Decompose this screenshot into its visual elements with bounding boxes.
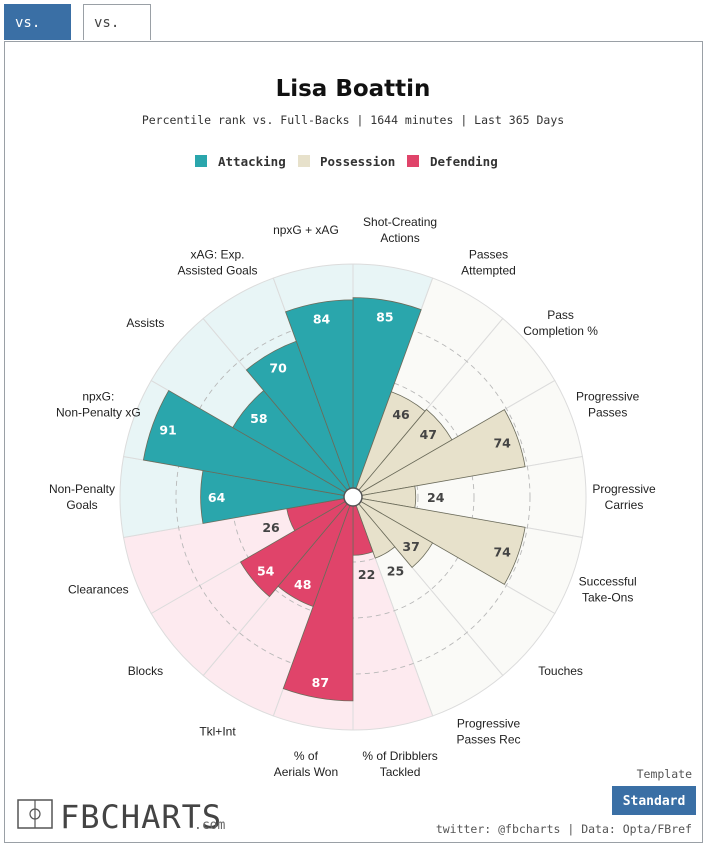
chart-title: Lisa Boattin xyxy=(276,76,431,102)
value-label-17: 84 xyxy=(313,312,331,327)
tab-vs-fb[interactable]: vs. FB xyxy=(4,4,71,67)
value-label-1: 46 xyxy=(392,407,410,422)
legend-possession: Possession xyxy=(320,154,395,169)
standard-button-bg[interactable] xyxy=(612,786,696,815)
value-label-2: 47 xyxy=(420,427,437,442)
value-label-14: 91 xyxy=(159,423,176,438)
value-labels: 85 46 47 74 24 74 37 25 22 87 48 54 26 64 91 58 70 84 xyxy=(159,309,511,690)
chart-subtitle: Percentile rank vs. Full-Backs | 1644 mi… xyxy=(142,113,564,127)
axis-label-3: Progressive Passes xyxy=(576,389,640,419)
value-label-7: 25 xyxy=(387,564,404,579)
legend-swatch-defending xyxy=(407,155,419,167)
grid-circle-75 xyxy=(175,319,531,675)
value-label-11: 54 xyxy=(257,563,275,578)
center-hub xyxy=(343,487,363,507)
brand-name: FBCHARTS xyxy=(60,798,222,836)
axis-label-13: Non-Penalty Goals xyxy=(49,482,115,512)
brand-logo: FBCHARTS .com xyxy=(17,798,225,836)
value-label-10: 48 xyxy=(294,577,311,592)
legend-defending: Defending xyxy=(430,154,498,169)
value-label-9: 87 xyxy=(312,675,329,690)
axis-label-8: % of Dribblers Tackled xyxy=(362,749,437,779)
value-label-3: 74 xyxy=(493,436,511,451)
axis-label-5: Successful Take-Ons xyxy=(579,575,637,605)
standard-button-label[interactable]: Standard xyxy=(623,794,686,809)
axis-label-7: Progressive Passes Rec xyxy=(456,717,520,747)
template-label: Template xyxy=(637,767,692,781)
value-label-5: 74 xyxy=(493,544,511,559)
axis-label-1: Passes Attempted xyxy=(461,247,516,277)
axis-label-14: npxG: Non-Penalty xG xyxy=(56,389,141,419)
axis-labels: Shot-Creating Actions Passes Attempted Pass C… xyxy=(49,215,656,779)
axis-label-11: Blocks xyxy=(128,664,163,678)
axis-label-0: Shot-Creating Actions xyxy=(363,215,437,245)
axis-label-4: Progressive Carries xyxy=(592,482,656,512)
axis-label-12: Clearances xyxy=(68,583,129,597)
axis-label-2: Pass Completion % xyxy=(523,308,598,338)
value-label-4: 24 xyxy=(427,490,445,505)
axis-label-16: xAG: Exp. Assisted Goals xyxy=(177,247,257,277)
value-label-8: 22 xyxy=(358,567,375,582)
axis-label-10: Tkl+Int xyxy=(199,725,236,739)
legend: Attacking Possession Defending xyxy=(195,154,498,169)
axis-label-9: % of Aerials Won xyxy=(274,749,338,779)
value-label-13: 64 xyxy=(208,490,226,505)
data-credit: twitter: @fbcharts | Data: Opta/FBref xyxy=(436,822,692,836)
template-standard-button[interactable]: Standard xyxy=(612,786,696,815)
value-label-0: 85 xyxy=(376,309,393,324)
value-label-16: 70 xyxy=(269,360,287,375)
axis-label-6: Touches xyxy=(538,664,583,678)
legend-swatch-possession xyxy=(298,155,310,167)
axis-label-17: npxG + xAG xyxy=(273,223,339,237)
brand-suffix: .com xyxy=(194,818,225,833)
value-label-12: 26 xyxy=(262,520,280,535)
legend-swatch-attacking xyxy=(195,155,207,167)
axis-label-15: Assists xyxy=(126,316,164,330)
data-bars xyxy=(142,297,526,702)
value-label-15: 58 xyxy=(250,411,267,426)
value-label-6: 37 xyxy=(402,539,419,554)
legend-attacking: Attacking xyxy=(218,154,286,169)
